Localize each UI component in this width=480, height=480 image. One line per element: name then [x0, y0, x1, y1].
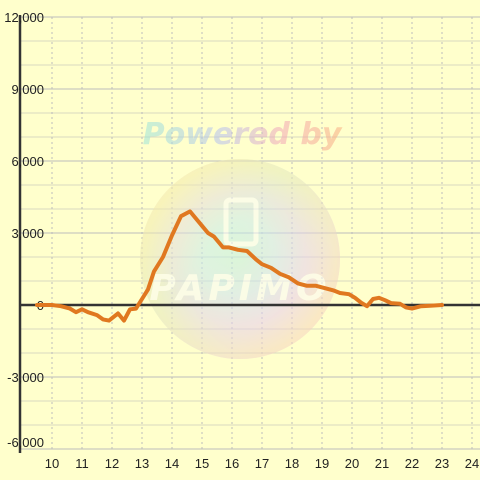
watermark-glyph — [223, 197, 259, 247]
series-line — [35, 209, 444, 323]
y-tick-label: -6,000 — [7, 435, 44, 450]
x-tick-label: 24 — [465, 456, 479, 471]
x-tick-label: 14 — [165, 456, 179, 471]
x-tick-label: 19 — [315, 456, 329, 471]
x-tick-label: 16 — [225, 456, 239, 471]
watermark-brand: PAPIMO — [149, 268, 330, 309]
y-tick-label: 3,000 — [11, 226, 44, 241]
x-tick-label: 20 — [345, 456, 359, 471]
x-tick-label: 22 — [405, 456, 419, 471]
x-tick-label: 17 — [255, 456, 269, 471]
x-tick-label: 10 — [45, 456, 59, 471]
y-tick-label: 6,000 — [11, 154, 44, 169]
y-tick-label: -3,000 — [7, 370, 44, 385]
watermark-circle-glow — [140, 159, 340, 359]
watermark-powered-by: Powered by — [143, 117, 343, 152]
y-tick-label: 12,000 — [4, 10, 44, 25]
x-tick-label: 13 — [135, 456, 149, 471]
x-tick-label: 15 — [195, 456, 209, 471]
x-tick-label: 12 — [105, 456, 119, 471]
x-tick-label: 11 — [75, 456, 89, 471]
papimo-watermark: Powered by PAPIMO — [140, 117, 343, 359]
y-tick-label: 9,000 — [11, 82, 44, 97]
series-layer — [35, 209, 444, 323]
x-tick-label: 21 — [375, 456, 389, 471]
x-tick-label: 23 — [435, 456, 449, 471]
x-tick-label: 18 — [285, 456, 299, 471]
